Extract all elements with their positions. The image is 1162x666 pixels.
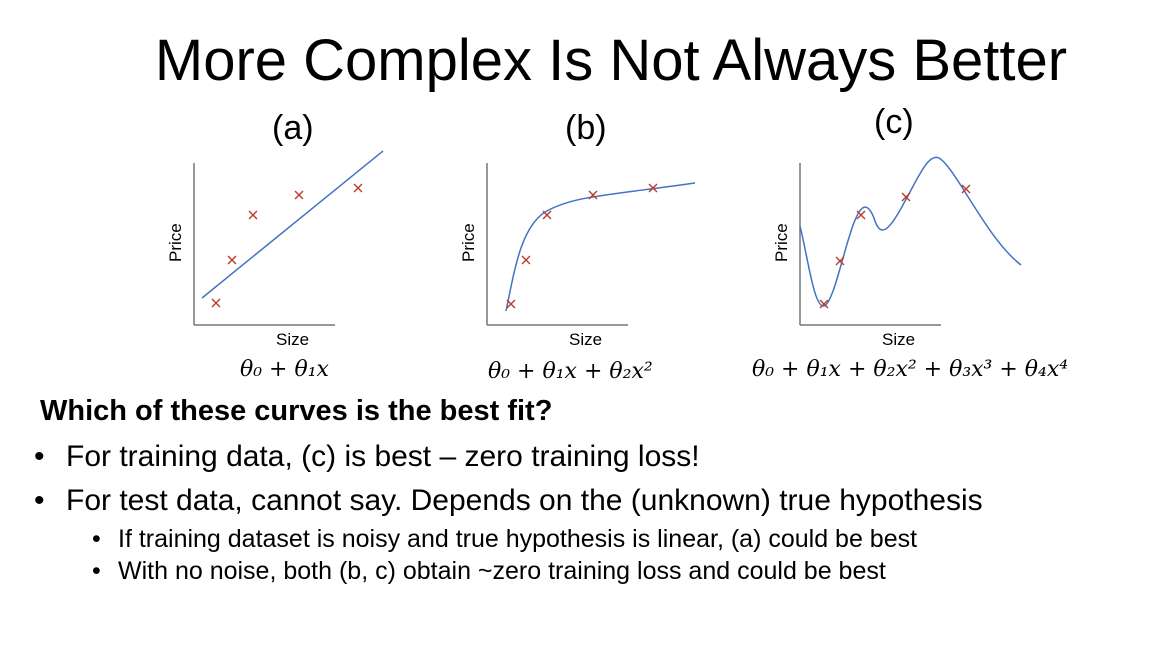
data-point (901, 192, 911, 202)
bullet-item: • For test data, cannot say. Depends on … (34, 484, 1144, 517)
panel-a-fit-line (201, 150, 384, 299)
panel-b-ylabel: Price (459, 223, 478, 262)
data-point (542, 210, 552, 220)
panel-c-fit-curve (799, 156, 1022, 307)
panel-b-formula: θ₀ + θ₁x + θ₂x² (488, 359, 653, 384)
data-point (353, 183, 363, 193)
panel-a-xlabel: Size (276, 330, 310, 349)
data-point (835, 256, 845, 266)
panel-b-plot (486, 163, 696, 326)
sub-bullet-text: If training dataset is noisy and true hy… (118, 525, 918, 553)
sub-bullet-list: • If training dataset is noisy and true … (92, 523, 1144, 587)
panel-c-plot (799, 156, 1022, 326)
panel-c-ylabel: Price (772, 223, 791, 262)
sub-bullet-item: • With no noise, both (b, c) obtain ~zer… (92, 555, 1144, 587)
panel-a-formula: θ₀ + θ₁x (240, 357, 329, 382)
bullet-text: For test data, cannot say. Depends on th… (66, 484, 983, 517)
panel-c-points (819, 184, 971, 309)
panel-c-xlabel: Size (882, 330, 916, 349)
panel-b-xlabel: Size (569, 330, 603, 349)
panel-a-points (211, 183, 363, 308)
data-point (506, 299, 516, 309)
sub-bullet-text: With no noise, both (b, c) obtain ~zero … (118, 557, 886, 585)
panel-b-label: (b) (565, 109, 607, 147)
sub-bullet-item: • If training dataset is noisy and true … (92, 523, 1144, 555)
data-point (961, 184, 971, 194)
panel-a-plot (193, 150, 384, 326)
panel-c-label: (c) (874, 103, 914, 141)
slide-title: More Complex Is Not Always Better (154, 28, 1068, 93)
panel-c-formula: θ₀ + θ₁x + θ₂x² + θ₃x³ + θ₄x⁴ (752, 357, 1069, 382)
panel-b: (b) Price Size θ₀ + θ₁x + θ₂x² (443, 108, 783, 398)
data-point (211, 298, 221, 308)
data-point (521, 255, 531, 265)
sub-bullet-dot: • (92, 557, 101, 585)
data-point (248, 210, 258, 220)
bullet-list: • For training data, (c) is best – zero … (34, 442, 1144, 587)
bullet-item: • For training data, (c) is best – zero … (34, 442, 1144, 472)
data-point (227, 255, 237, 265)
bullet-dot: • (34, 484, 45, 517)
data-point (294, 190, 304, 200)
panel-a-label: (a) (272, 109, 314, 147)
panel-a-ylabel: Price (166, 223, 185, 262)
panel-b-fit-curve (505, 182, 696, 312)
bullet-dot: • (34, 440, 45, 473)
bullet-text: For training data, (c) is best – zero tr… (66, 440, 700, 473)
sub-bullet-dot: • (92, 525, 101, 553)
data-point (819, 299, 829, 309)
question-heading: Which of these curves is the best fit? (40, 395, 553, 427)
panel-b-points (506, 183, 658, 309)
data-point (856, 210, 866, 220)
data-point (588, 190, 598, 200)
panel-a: (a) Price Size θ₀ + θ₁x (150, 108, 490, 398)
data-point (648, 183, 658, 193)
panel-c: (c) Price Size θ₀ + θ₁x + θ₂x² + θ₃x³ + … (752, 103, 1096, 398)
